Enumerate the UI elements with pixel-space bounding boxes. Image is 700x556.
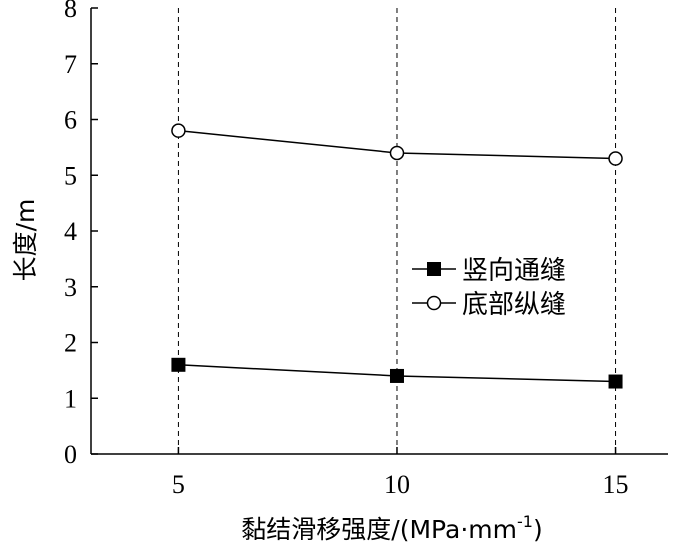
series-2-point-3 [608, 151, 623, 166]
y-tick-label-4: 4 [64, 217, 77, 246]
y-tick-label-3: 3 [64, 273, 77, 302]
legend-label-series-1: 竖向通缝 [462, 256, 566, 286]
x-tick-label-10: 10 [384, 470, 410, 499]
series-2-point-2 [389, 145, 405, 161]
y-tick-label-2: 2 [64, 329, 77, 358]
series-1-point-3 [608, 374, 623, 389]
y-tick-label-0: 0 [64, 440, 77, 469]
legend-label-series-2: 底部纵缝 [462, 290, 566, 320]
grid-lines [177, 8, 617, 454]
ticks: 0 1 2 3 4 5 6 7 8 5 10 15 [64, 0, 629, 499]
x-axis-title: 黏结滑移强度/(MPa·mm-1) [241, 512, 542, 544]
y-tick-label-6: 6 [64, 106, 77, 135]
x-axis-title-tail: ) [533, 515, 543, 544]
legend-marker-series-2 [426, 295, 442, 311]
y-axis-title: 长度/m [11, 199, 40, 282]
series-2-point-1 [171, 123, 186, 138]
y-tick-label-7: 7 [64, 50, 77, 79]
legend: 竖向通缝 底部纵缝 [412, 256, 566, 320]
x-axis-title-sup: -1 [517, 512, 533, 531]
series-1-point-1 [171, 357, 186, 372]
x-tick-label-5: 5 [172, 470, 185, 499]
x-axis-title-main: 黏结滑移强度/(MPa·mm [241, 515, 517, 544]
axes [90, 8, 668, 455]
y-tick-label-8: 8 [64, 0, 77, 23]
legend-entry-series-2: 底部纵缝 [412, 290, 566, 320]
legend-entry-series-1: 竖向通缝 [412, 256, 566, 286]
series-layer [171, 123, 623, 389]
x-tick-label-15: 15 [603, 470, 629, 499]
y-tick-label-5: 5 [64, 161, 77, 190]
y-tick-label-1: 1 [64, 384, 77, 413]
legend-marker-series-1 [427, 262, 441, 276]
series-1-point-2 [389, 368, 404, 383]
